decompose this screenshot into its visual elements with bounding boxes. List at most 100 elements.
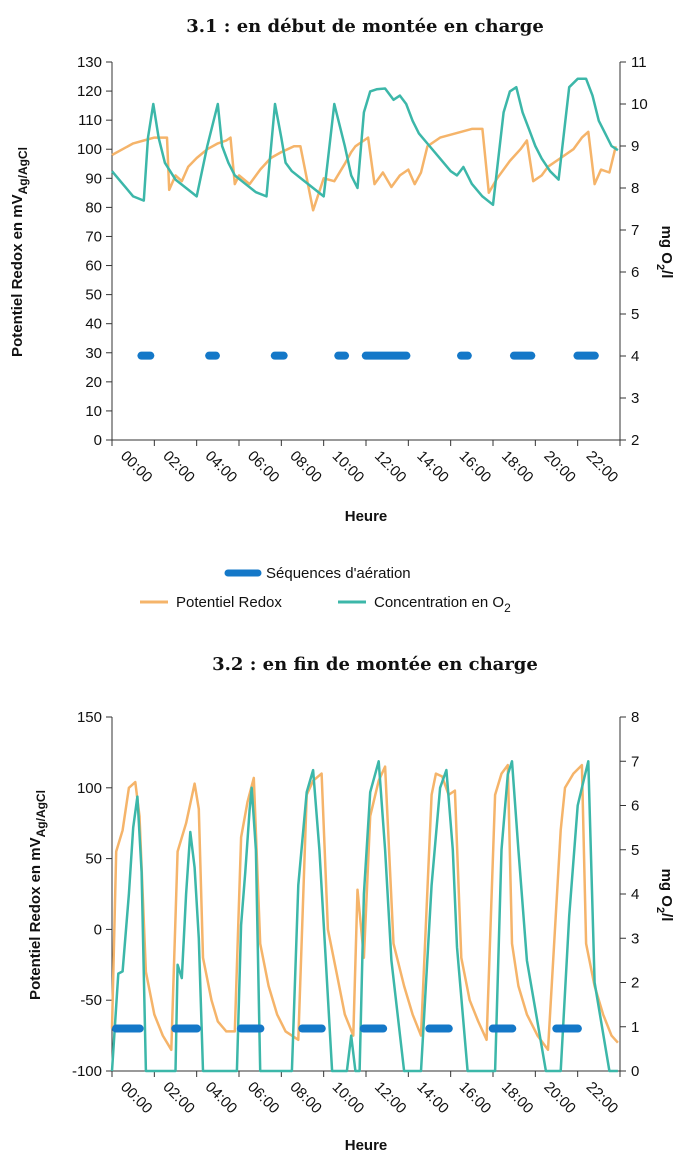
y2-tick-label: 7	[631, 222, 639, 239]
y2-axis-label-sub: 2	[654, 264, 666, 270]
y2-tick-label: 0	[631, 1063, 639, 1080]
y2-tick-label: 10	[631, 96, 648, 113]
y-tick-label: 110	[78, 112, 102, 129]
y2-tick-label: 4	[631, 348, 639, 365]
x-tick-label: 12:00	[371, 1079, 410, 1118]
y-tick-label: 100	[77, 780, 102, 797]
x-tick-label: 14:00	[413, 1079, 452, 1118]
y2-tick-label: 2	[631, 432, 639, 449]
x-tick-label: 08:00	[286, 448, 325, 487]
legend: Séquences d'aération Potentiel Redox Con…	[140, 565, 511, 615]
redox-potential-line	[111, 127, 618, 212]
chart-title: 3.2 : en fin de montée en charge	[212, 654, 538, 675]
x-tick-label: 22:00	[583, 1079, 622, 1118]
y-tick-label: 20	[85, 374, 102, 391]
chart-3-1: 3.1 : en début de montée en charge 01020…	[9, 16, 675, 525]
x-tick-label: 22:00	[583, 448, 622, 487]
y-tick-label: 0	[94, 921, 102, 938]
x-tick-label: 00:00	[117, 1079, 156, 1118]
y2-axis-label: mg O2/l	[654, 869, 675, 922]
y-axis-label: Potentiel Redox en mVAg/AgCl	[9, 147, 30, 357]
y2-axis-label-main: mg O	[658, 869, 675, 908]
y2-tick-label: 11	[631, 54, 647, 71]
x-tick-label: 06:00	[244, 448, 283, 487]
x-ticks: 00:00 02:00 04:00 06:00 08:00 10:00 12:00 14:00…	[111, 440, 622, 487]
x-tick-label: 00:00	[117, 448, 156, 487]
y-axis-label-sub: Ag/AgCl	[34, 790, 48, 837]
x-tick-label: 02:00	[159, 1079, 198, 1118]
o2-concentration-line	[111, 77, 619, 207]
y-tick-label: 90	[85, 170, 102, 187]
legend-label-o2-sub: 2	[504, 601, 511, 615]
y2-axis-label-main: mg O	[658, 226, 675, 265]
y2-tick-label: 6	[631, 264, 639, 281]
legend-label-o2: Concentration en O2	[374, 594, 511, 615]
y-tick-label: 30	[85, 345, 102, 362]
x-tick-label: 10:00	[329, 1079, 368, 1118]
y-tick-label: 70	[85, 228, 102, 245]
y2-tick-label: 8	[631, 709, 639, 726]
y-tick-label: 150	[77, 709, 102, 726]
y2-tick-label: 3	[631, 390, 639, 407]
y-tick-label: 10	[85, 403, 102, 420]
x-axis-label: Heure	[345, 1137, 388, 1154]
y2-tick-label: 8	[631, 180, 639, 197]
x-tick-label: 04:00	[202, 448, 241, 487]
x-tick-label: 16:00	[456, 1079, 495, 1118]
y2-ticks: 0 1 2 3 4 5 6 7 8	[620, 709, 639, 1080]
y2-tick-label: 1	[631, 1019, 639, 1036]
y-ticks: -100 -50 0 50 100 150	[72, 709, 112, 1080]
y-tick-label: 40	[85, 316, 102, 333]
y-axis-label-main: Potentiel Redox en mV	[9, 194, 26, 357]
y2-tick-label: 4	[631, 886, 639, 903]
x-tick-label: 20:00	[540, 1079, 579, 1118]
x-tick-label: 12:00	[371, 448, 410, 487]
y2-tick-label: 2	[631, 975, 639, 992]
y-axis-label: Potentiel Redox en mVAg/AgCl	[27, 790, 48, 1000]
redox-potential-line	[110, 763, 619, 1052]
chart-3-2: 3.2 : en fin de montée en charge -100 -50…	[27, 654, 675, 1154]
series-layer	[111, 77, 619, 360]
y-tick-label: 50	[85, 851, 102, 868]
y-tick-label: 50	[85, 287, 102, 304]
x-tick-label: 20:00	[540, 448, 579, 487]
y2-axis-label-tail: /l	[658, 913, 675, 921]
legend-label-o2-main: Concentration en O	[374, 594, 504, 611]
y2-tick-label: 3	[631, 930, 639, 947]
y2-tick-label: 6	[631, 798, 639, 815]
y2-axis-label-sub: 2	[654, 907, 666, 913]
x-tick-label: 18:00	[498, 448, 537, 487]
x-tick-label: 10:00	[329, 448, 368, 487]
x-ticks: 00:00 02:00 04:00 06:00 08:00 10:00 12:00 14:00…	[111, 1071, 622, 1118]
o2-concentration-line	[110, 760, 618, 1073]
y-tick-label: -50	[80, 992, 102, 1009]
y2-ticks: 2 3 4 5 6 7 8 9 10 11	[620, 54, 648, 449]
y-tick-label: 120	[77, 83, 102, 100]
y2-tick-label: 5	[631, 842, 639, 859]
y2-tick-label: 9	[631, 138, 639, 155]
x-tick-label: 14:00	[413, 448, 452, 487]
y2-tick-label: 5	[631, 306, 639, 323]
y-axis-label-main: Potentiel Redox en mV	[27, 837, 44, 1000]
series-layer	[110, 760, 619, 1073]
y2-axis-label-tail: /l	[658, 270, 675, 278]
y2-axis-label: mg O2/l	[654, 226, 675, 279]
y-tick-label: -100	[72, 1063, 102, 1080]
y-tick-label: 0	[94, 432, 102, 449]
x-tick-label: 04:00	[202, 1079, 241, 1118]
x-tick-label: 16:00	[456, 448, 495, 487]
y-tick-label: 130	[77, 54, 102, 71]
chart-title: 3.1 : en début de montée en charge	[186, 16, 544, 37]
y-axis-label-sub: Ag/AgCl	[16, 147, 30, 194]
legend-label-redox: Potentiel Redox	[176, 594, 282, 611]
y2-tick-label: 7	[631, 753, 639, 770]
y-tick-label: 60	[85, 258, 102, 275]
y-ticks: 0 10 20 30 40 50 60 70 80 90 100 110 120 130	[77, 54, 112, 449]
y-tick-label: 80	[85, 199, 102, 216]
x-axis-label: Heure	[345, 508, 388, 525]
x-tick-label: 18:00	[498, 1079, 537, 1118]
x-tick-label: 06:00	[244, 1079, 283, 1118]
y-tick-label: 100	[77, 141, 102, 158]
x-tick-label: 08:00	[286, 1079, 325, 1118]
